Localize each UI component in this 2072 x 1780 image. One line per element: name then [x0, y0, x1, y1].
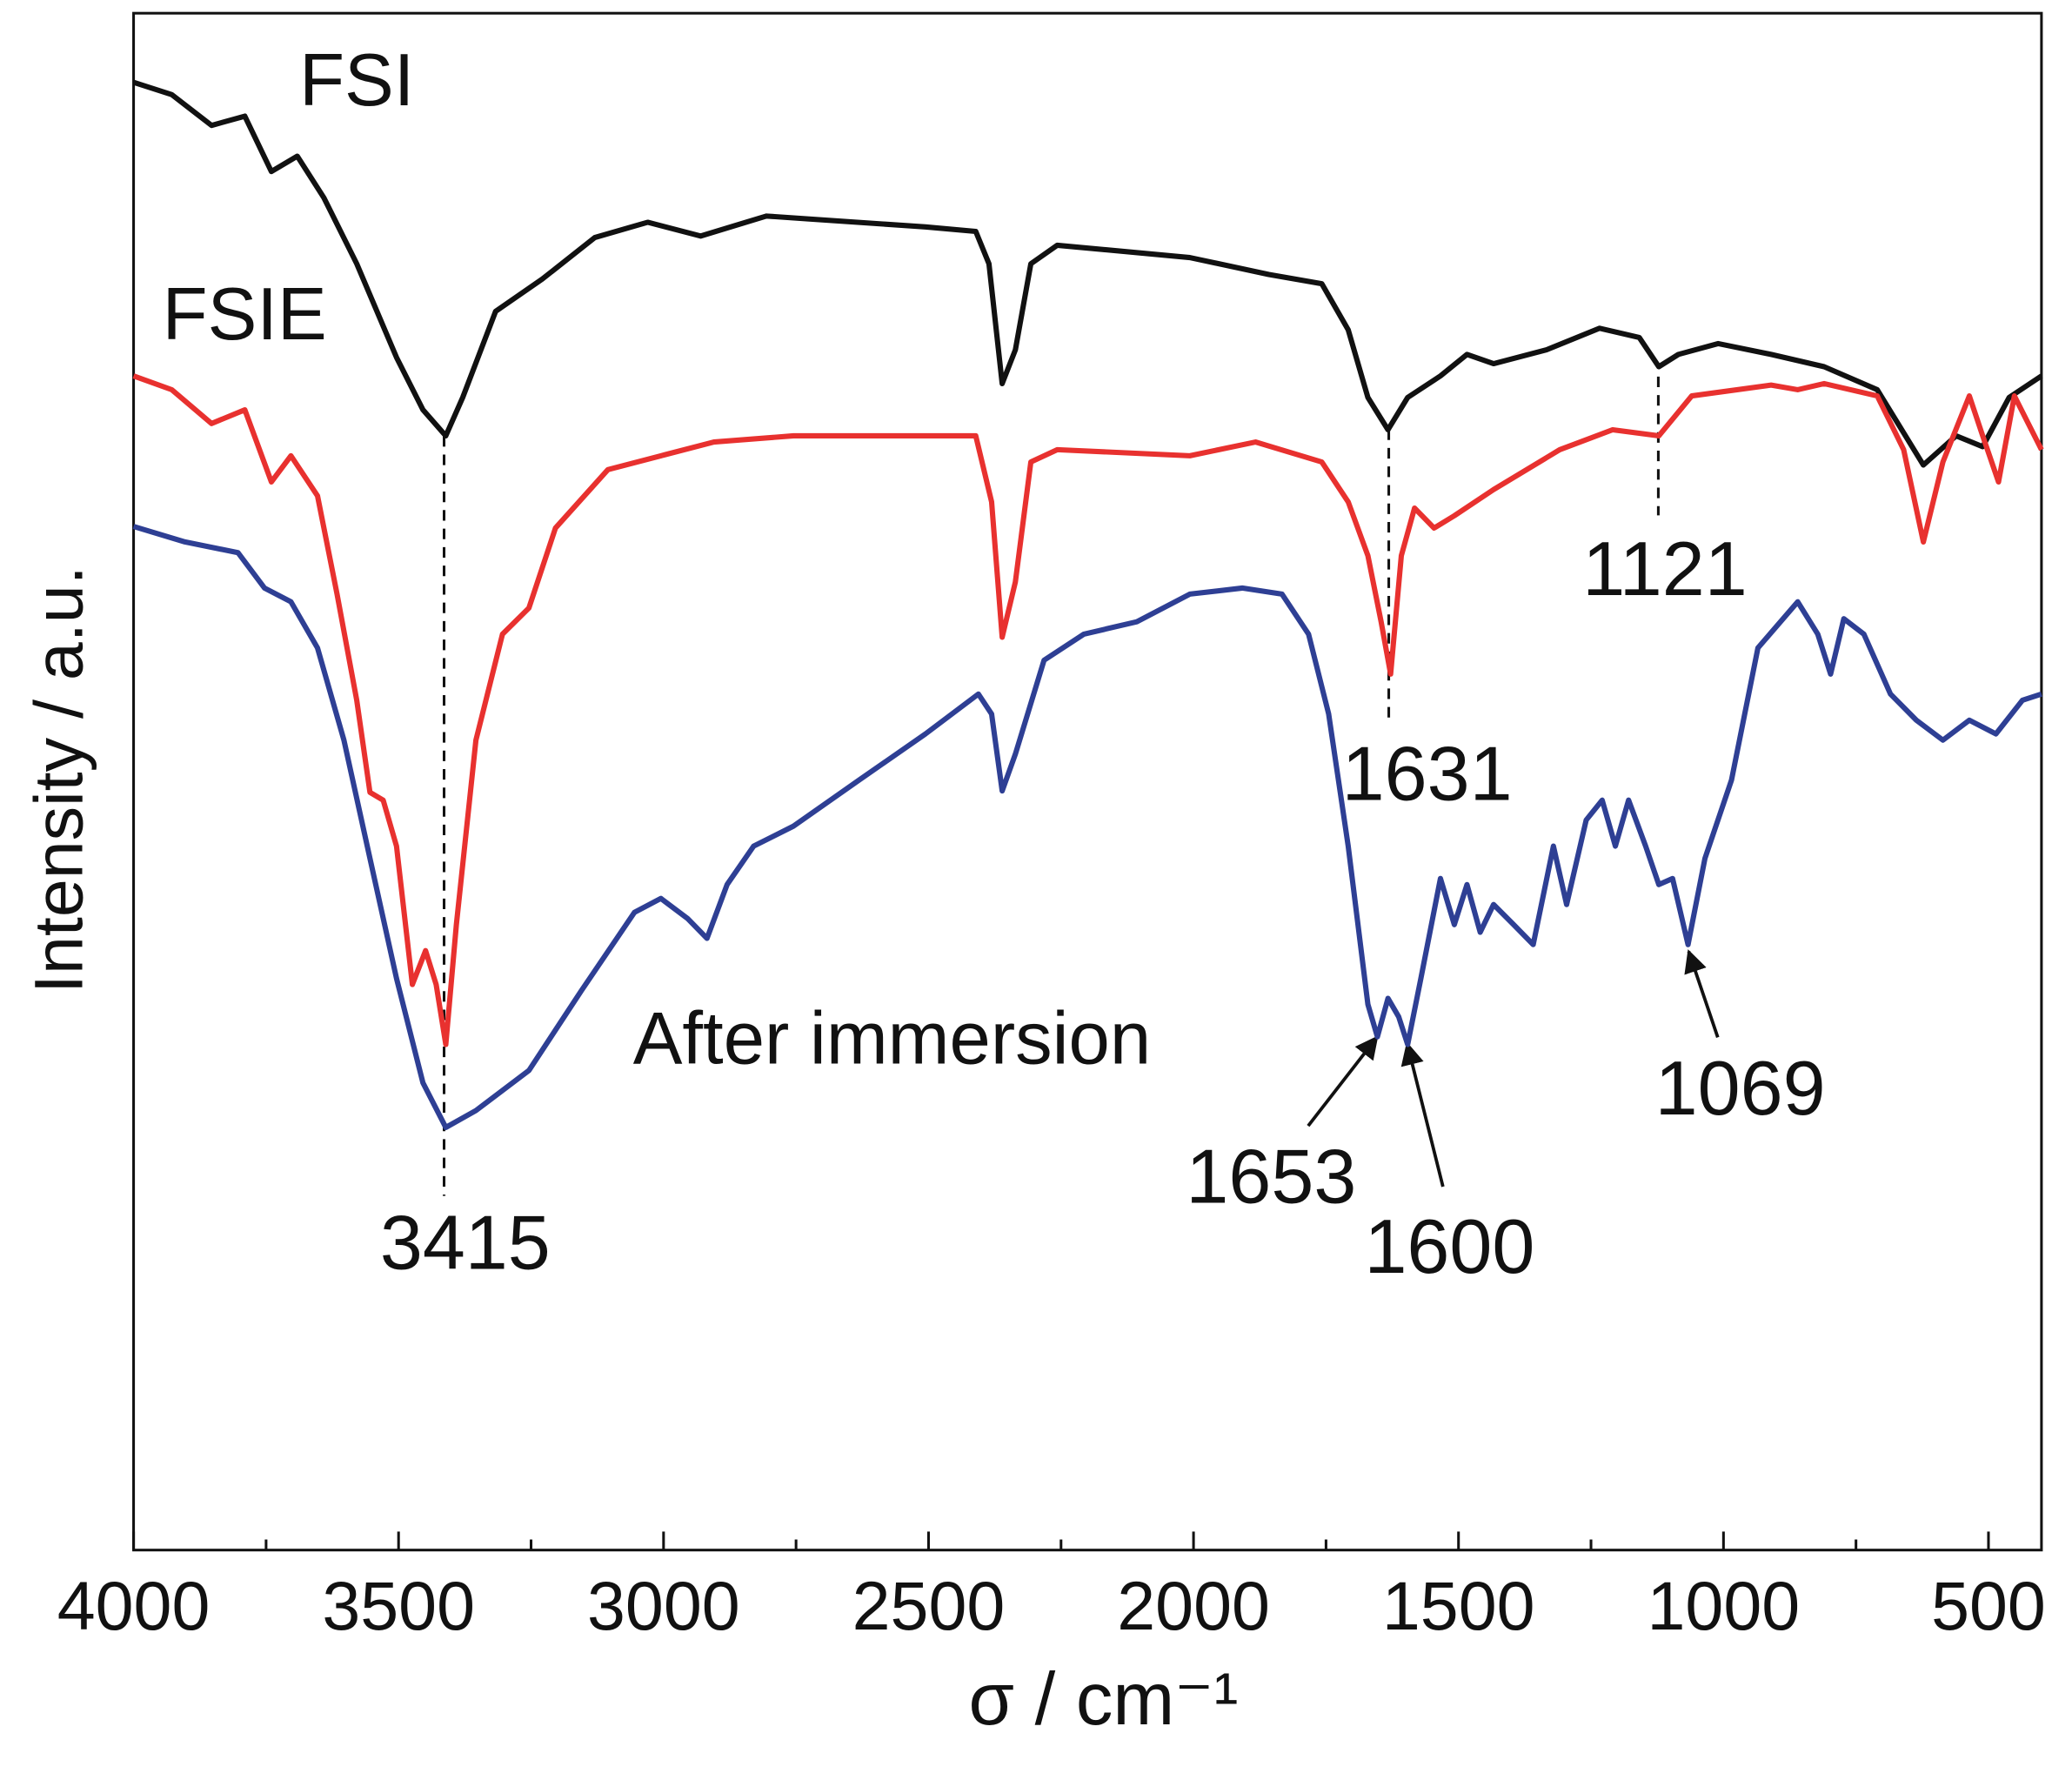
- annotation: 1069: [1655, 1045, 1826, 1131]
- series-line: [132, 373, 2044, 1047]
- x-tick-label: 4000: [57, 1568, 211, 1644]
- y-axis-label: Intensity / a.u.: [20, 565, 97, 994]
- x-tick-label: 2000: [1117, 1568, 1270, 1644]
- x-tick-label: 2500: [852, 1568, 1006, 1644]
- series-line: [132, 524, 2042, 1130]
- x-tick-label: 1500: [1382, 1568, 1535, 1644]
- series-label: FSIE: [163, 273, 327, 356]
- annotation: 1600: [1364, 1203, 1534, 1289]
- series-label: After immersion: [633, 997, 1151, 1080]
- arrow: [1307, 1035, 1379, 1128]
- annotation: 1631: [1342, 730, 1513, 816]
- x-tick-label: 1000: [1648, 1568, 1801, 1644]
- x-tick-label: 3500: [322, 1568, 475, 1644]
- series-label: FSI: [299, 39, 414, 122]
- x-axis-label: σ / cm⁻¹: [968, 1658, 1238, 1741]
- annotation: 1653: [1186, 1134, 1356, 1220]
- arrow: [1400, 1041, 1445, 1188]
- series-line: [132, 79, 2043, 468]
- arrow: [1684, 949, 1720, 1038]
- x-tick-label: 3000: [587, 1568, 740, 1644]
- plot-frame: [132, 11, 2043, 1552]
- annotation: 3415: [380, 1200, 551, 1286]
- annotation: 1121: [1582, 525, 1747, 612]
- x-tick-label: 500: [1931, 1568, 2046, 1644]
